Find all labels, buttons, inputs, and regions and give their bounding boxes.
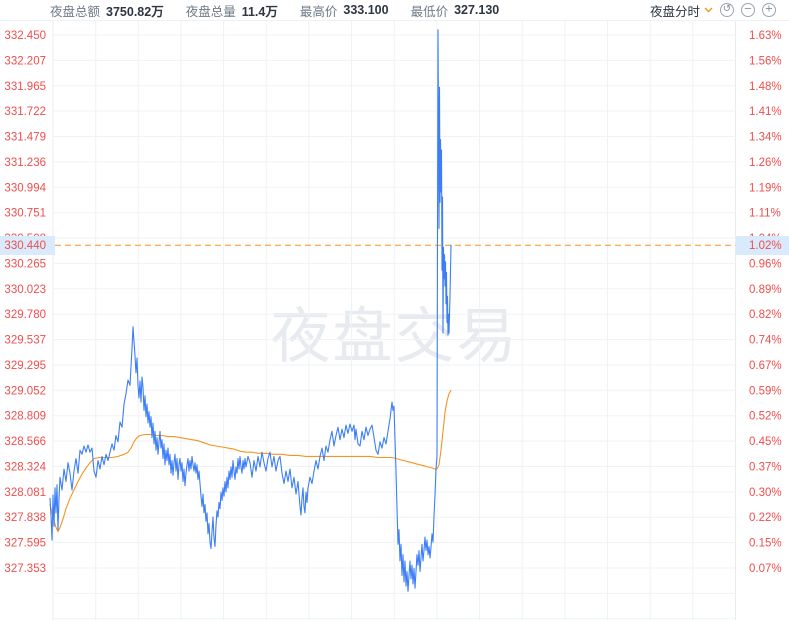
period-selector-label: 夜盘分时 [649, 4, 700, 19]
right-axis-tick: 0.07% [749, 563, 782, 575]
zoom-in-icon: + [764, 3, 774, 15]
stat-low-price: 最低价 327.130 [411, 1, 500, 20]
zoom-in-button[interactable]: + [762, 3, 776, 17]
stat-night-volume: 夜盘总量 11.4万 [186, 1, 278, 20]
stat-value: 327.130 [454, 3, 500, 17]
left-axis-tick: 331.965 [4, 81, 46, 93]
right-axis-tick: 0.89% [749, 284, 782, 296]
price-line [49, 29, 452, 592]
left-axis-tick: 328.566 [4, 436, 46, 448]
stat-label: 夜盘总量 [185, 4, 236, 19]
right-axis-tick: 0.30% [749, 487, 782, 499]
right-axis-tick: 1.34% [749, 132, 782, 144]
zoom-out-button[interactable]: − [741, 3, 755, 17]
chart-toolbar: 夜盘总额 3750.82万 夜盘总量 11.4万 最高价 333.100 最低价… [0, 0, 789, 21]
right-axis-tick: 0.82% [749, 309, 782, 321]
right-axis-tick: 1.48% [749, 81, 782, 93]
left-axis-tick: 330.751 [4, 208, 46, 220]
right-axis-tick: 0.22% [749, 512, 782, 524]
right-axis-tick: 1.26% [749, 157, 782, 169]
left-axis-tick: 327.838 [4, 512, 46, 524]
stat-value: 333.100 [343, 3, 389, 17]
left-axis-tick: 328.809 [4, 411, 46, 423]
right-axis-tick: 0.59% [749, 385, 782, 397]
left-axis-tick: 330.994 [4, 182, 46, 194]
right-axis-tick: 0.15% [749, 538, 782, 550]
left-axis-tick: 329.052 [4, 385, 46, 397]
last-change-badge: 1.02% [736, 236, 789, 255]
right-axis-tick: 0.37% [749, 462, 782, 474]
left-axis-tick: 329.295 [4, 360, 46, 372]
chevron-down-icon [704, 7, 713, 13]
left-axis-tick: 328.081 [4, 487, 46, 499]
avg-price-line [49, 389, 452, 533]
last-price-badge: 330.440 [0, 236, 55, 255]
right-axis-tick: 1.56% [749, 55, 782, 67]
left-axis-tick: 328.324 [4, 462, 46, 474]
right-axis-tick: 0.45% [749, 436, 782, 448]
left-axis-tick: 332.207 [4, 55, 46, 67]
left-axis-tick: 329.780 [4, 309, 46, 321]
left-axis-tick: 330.265 [4, 258, 46, 270]
stat-value: 11.4万 [241, 4, 278, 19]
stat-label: 最低价 [410, 4, 449, 19]
zoom-out-icon: − [743, 3, 753, 15]
right-axis-tick: 1.63% [749, 30, 782, 42]
right-axis-tick: 0.67% [749, 360, 782, 372]
toolbar-controls: 夜盘分时 ↺ − + [650, 1, 789, 20]
stat-high-price: 最高价 333.100 [300, 1, 389, 20]
left-axis-tick: 329.537 [4, 335, 46, 347]
left-axis-tick: 330.023 [4, 284, 46, 296]
right-axis-tick: 0.96% [749, 258, 782, 270]
stat-value: 3750.82万 [106, 4, 164, 19]
left-axis-tick: 331.722 [4, 106, 46, 118]
period-selector[interactable]: 夜盘分时 [650, 1, 713, 20]
right-axis-tick: 1.41% [749, 106, 782, 118]
right-axis-tick: 1.11% [749, 208, 781, 220]
stat-label: 最高价 [299, 4, 338, 19]
stat-night-amount: 夜盘总额 3750.82万 [50, 1, 164, 20]
right-axis-tick: 0.52% [749, 411, 782, 423]
right-axis-tick: 0.74% [749, 335, 782, 347]
reset-zoom-button[interactable]: ↺ [720, 3, 734, 17]
left-axis-tick: 331.479 [4, 132, 46, 144]
left-axis-tick: 327.595 [4, 538, 46, 550]
reset-zoom-icon: ↺ [722, 3, 732, 15]
stat-label: 夜盘总额 [50, 4, 101, 19]
left-axis-tick: 332.450 [4, 30, 46, 42]
right-axis-tick: 1.19% [749, 182, 782, 194]
left-axis-tick: 327.353 [4, 563, 46, 575]
left-axis-tick: 331.236 [4, 157, 46, 169]
